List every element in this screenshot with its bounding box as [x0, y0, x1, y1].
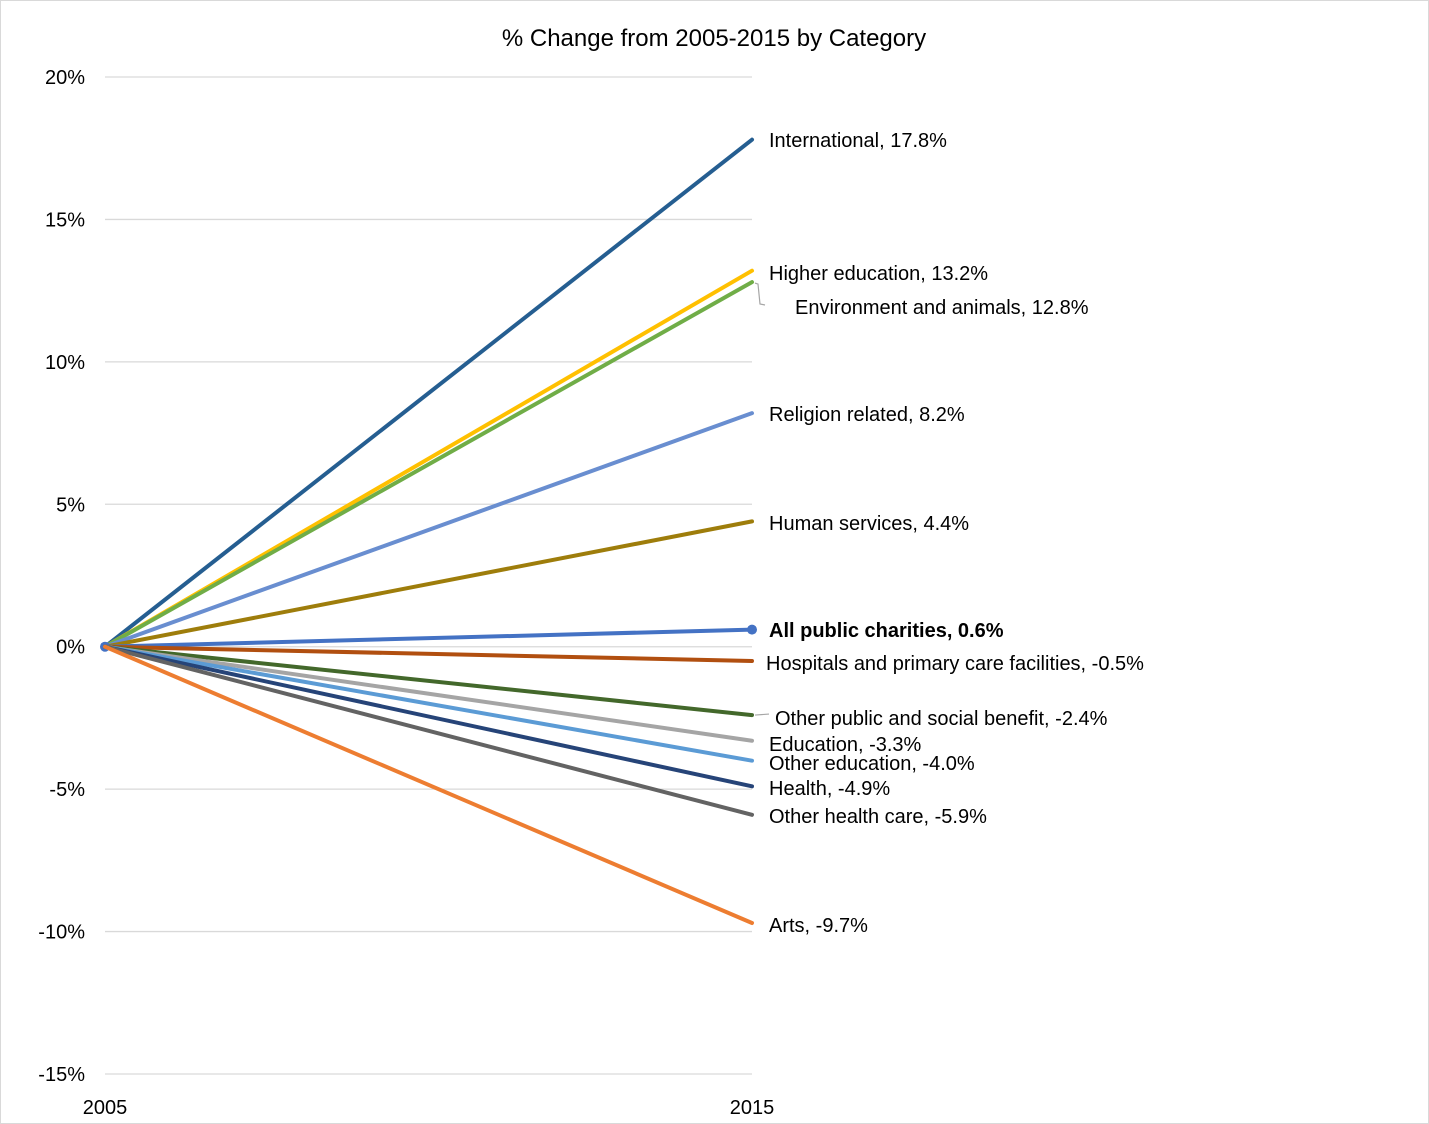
y-tick-label: 10%: [45, 352, 85, 374]
series-line-hospitals-and-primary-care-facilities: [103, 644, 754, 663]
y-tick-label: -5%: [49, 779, 85, 801]
data-labels: International, 17.8% Higher education, 13…: [754, 130, 1144, 937]
data-label: Hospitals and primary care facilities, -…: [766, 653, 1144, 675]
gridlines: [105, 76, 752, 1075]
leader-line: [754, 282, 766, 306]
series-line-human-services: [103, 519, 754, 649]
series-line-other-public-and-social-benefit: [103, 644, 754, 718]
data-label: Religion related, 8.2%: [769, 404, 965, 426]
data-label: Other health care, -5.9%: [769, 806, 987, 828]
series-line-health: [103, 644, 754, 789]
series-line-environment-and-animals: [103, 280, 754, 649]
x-tick-label: 2005: [83, 1097, 128, 1119]
x-tick-label: 2015: [730, 1097, 775, 1119]
y-tick-label: 5%: [56, 494, 85, 516]
data-label: Higher education, 13.2%: [769, 263, 988, 285]
y-tick-label: 0%: [56, 637, 85, 659]
series-line-arts: [103, 644, 754, 926]
chart-title: % Change from 2005-2015 by Category: [502, 25, 926, 52]
y-tick-label: 20%: [45, 67, 85, 89]
data-label: International, 17.8%: [769, 130, 947, 152]
y-tick-label: -15%: [38, 1064, 85, 1086]
data-label: Other public and social benefit, -2.4%: [775, 708, 1108, 730]
series-line-all-public-charities: [103, 627, 754, 649]
series-line-religion-related: [103, 411, 754, 649]
data-label: Arts, -9.7%: [769, 915, 868, 937]
data-label: All public charities, 0.6%: [769, 620, 1004, 642]
x-axis-ticks: 2005 2015: [83, 1097, 775, 1119]
leader-line: [754, 713, 770, 716]
data-label: Human services, 4.4%: [769, 513, 969, 535]
data-label: Environment and animals, 12.8%: [795, 297, 1089, 319]
series-line-other-health-care: [103, 644, 754, 817]
y-tick-label: 15%: [45, 209, 85, 231]
series-lines: [100, 137, 757, 926]
series-line-education: [103, 644, 754, 743]
data-label: Education, -3.3%: [769, 734, 922, 756]
y-axis-ticks: 20% 15% 10% 5% 0% -5% -10% -15%: [38, 67, 85, 1086]
series-line-international: [103, 137, 754, 649]
data-point-marker: [747, 624, 757, 635]
series-line-other-education: [103, 644, 754, 763]
data-label: Health, -4.9%: [769, 778, 890, 800]
y-tick-label: -10%: [38, 922, 85, 944]
data-label: Other education, -4.0%: [769, 753, 975, 775]
